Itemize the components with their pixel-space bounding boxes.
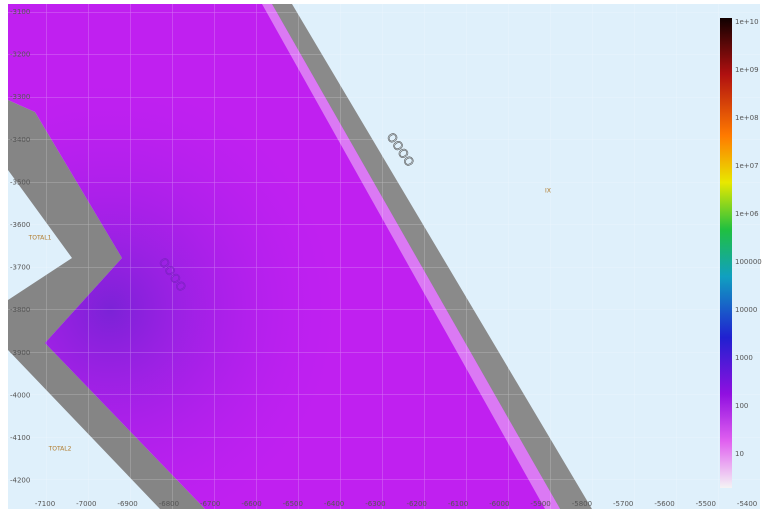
colorbar-label: 1e+08 <box>735 114 759 122</box>
colorbar-label: 100 <box>735 402 748 410</box>
x-tick-label: -6300 <box>365 500 385 508</box>
x-tick-label: -6700 <box>200 500 220 508</box>
x-tick-label: -5700 <box>613 500 633 508</box>
x-tick-label: -6200 <box>407 500 427 508</box>
x-tick-label: -6500 <box>283 500 303 508</box>
y-tick-label: -4000 <box>10 391 30 399</box>
y-tick-label: -3100 <box>10 8 30 16</box>
x-tick-label: -5600 <box>654 500 674 508</box>
colorbar-label: 1e+07 <box>735 162 759 170</box>
y-tick-label: -4100 <box>10 434 30 442</box>
colorbar-label: 1000 <box>735 354 753 362</box>
colorbar-label: 100000 <box>735 258 762 266</box>
y-tick-label: -3400 <box>10 136 30 144</box>
x-tick-label: -5400 <box>737 500 757 508</box>
y-tick-label: -3300 <box>10 93 30 101</box>
colorbar-label: 1e+09 <box>735 66 759 74</box>
y-tick-label: -3600 <box>10 221 30 229</box>
y-tick-label: -4200 <box>10 477 30 485</box>
colorbar-label: 10 <box>735 450 744 458</box>
y-tick-label: -3900 <box>10 349 30 357</box>
annotation: TOTAL2 <box>48 446 72 453</box>
x-tick-label: -6600 <box>241 500 261 508</box>
x-tick-label: -6000 <box>489 500 509 508</box>
x-tick-label: -7000 <box>76 500 96 508</box>
y-tick-label: -3200 <box>10 51 30 59</box>
y-tick-label: -3700 <box>10 264 30 272</box>
x-tick-label: -7100 <box>35 500 55 508</box>
colorbar-label: 10000 <box>735 306 757 314</box>
annotation: TOTAL1 <box>28 235 52 242</box>
x-tick-label: -6400 <box>324 500 344 508</box>
x-tick-label: -5800 <box>572 500 592 508</box>
annotation: IX <box>545 188 551 195</box>
colorbar <box>720 18 732 488</box>
x-tick-label: -5500 <box>696 500 716 508</box>
colorbar-label: 1e+10 <box>735 18 759 26</box>
y-tick-label: -3800 <box>10 306 30 314</box>
grid <box>8 4 760 509</box>
x-tick-label: -6900 <box>117 500 137 508</box>
x-tick-label: -5900 <box>530 500 550 508</box>
x-tick-label: -6100 <box>448 500 468 508</box>
colorbar-label: 1e+06 <box>735 210 759 218</box>
x-tick-label: -6800 <box>159 500 179 508</box>
y-tick-label: -3500 <box>10 178 30 186</box>
